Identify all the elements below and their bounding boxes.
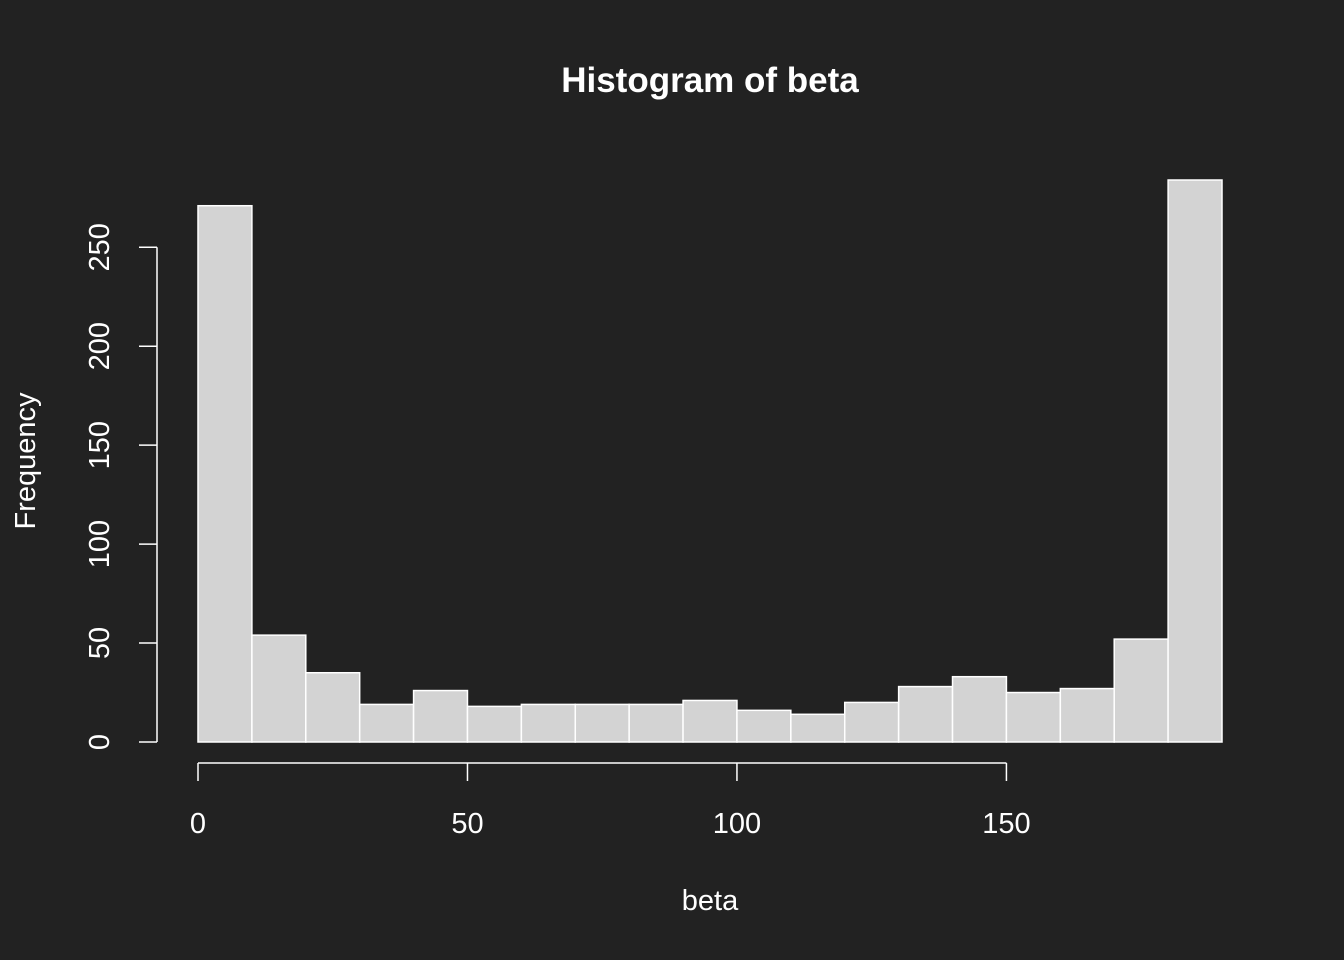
y-tick-label: 250 — [84, 223, 116, 271]
histogram-bar — [736, 709, 792, 743]
histogram-bar — [1167, 179, 1223, 743]
x-axis: 0 50 100 150 — [190, 762, 1031, 840]
histogram-bar — [466, 705, 523, 743]
histogram-bar — [951, 675, 1008, 743]
x-tick-label: 150 — [982, 808, 1030, 840]
x-tick-label: 100 — [713, 808, 761, 840]
y-tick-label: 200 — [84, 322, 116, 370]
histogram-bar — [1059, 687, 1115, 743]
y-tick-label: 50 — [84, 627, 116, 659]
histogram-bar — [197, 204, 253, 743]
x-tick-label: 0 — [190, 808, 206, 840]
histogram-bar — [843, 701, 900, 743]
histogram-bar — [682, 699, 738, 743]
histogram-bar — [790, 713, 846, 743]
histogram-bar — [412, 689, 469, 743]
bars-group — [197, 179, 1223, 743]
y-tick-label: 100 — [84, 520, 116, 568]
y-tick-label: 150 — [84, 421, 116, 469]
y-axis: 0 50 100 150 200 250 — [84, 223, 158, 750]
histogram-bar — [358, 703, 415, 743]
histogram-bar — [897, 685, 954, 743]
chart-title: Histogram of beta — [561, 61, 859, 100]
histogram-bar — [628, 703, 684, 743]
histogram-bar — [1005, 691, 1062, 743]
histogram-bar — [251, 634, 307, 743]
x-axis-label: beta — [682, 885, 739, 917]
histogram-bar — [305, 671, 361, 743]
histogram-bar — [574, 703, 630, 743]
x-tick-label: 50 — [451, 808, 483, 840]
y-axis-label: Frequency — [10, 392, 42, 530]
histogram-bar — [520, 703, 577, 743]
y-tick-label: 0 — [84, 734, 116, 750]
histogram-bar — [1113, 638, 1169, 743]
